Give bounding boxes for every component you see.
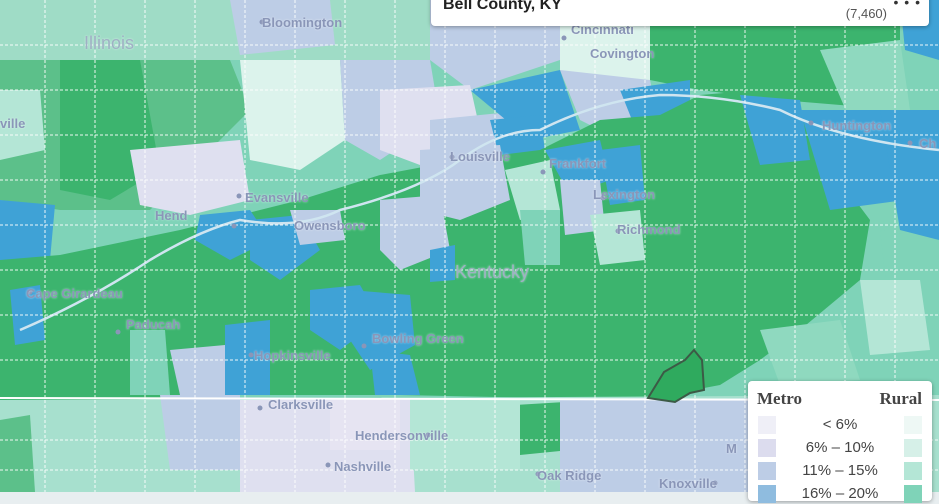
city-label-paducah: Paducah bbox=[126, 317, 181, 332]
city-label-covington: Covington bbox=[590, 46, 655, 61]
state-label-illinois: Illinois bbox=[84, 33, 135, 53]
legend-row: 6% – 10% bbox=[758, 438, 922, 458]
city-label-cape-girardeau: Cape Girardeau bbox=[26, 286, 123, 301]
choropleth-map[interactable] bbox=[0, 0, 939, 492]
legend-rural-swatch bbox=[904, 439, 922, 457]
more-icon[interactable]: • • • bbox=[893, 0, 921, 10]
legend-metro-swatch bbox=[758, 485, 776, 503]
legend-row: 11% – 15% bbox=[758, 461, 922, 481]
tennessee-region bbox=[0, 395, 939, 492]
city-label-partial-ville: ville bbox=[0, 116, 26, 131]
legend-row-label: 6% – 10% bbox=[805, 439, 875, 456]
legend-row-label: < 6% bbox=[822, 416, 858, 433]
city-label-hendersonville: Hendersonville bbox=[355, 428, 449, 443]
city-label-louisville: Louisville bbox=[450, 149, 510, 164]
ohio-river bbox=[19, 93, 939, 332]
city-label-knoxville: Knoxville bbox=[659, 476, 717, 491]
legend-metro-swatch bbox=[758, 416, 776, 434]
legend-rural-swatch bbox=[904, 462, 922, 480]
city-label-clarksville: Clarksville bbox=[268, 397, 334, 412]
legend-row: 16% – 20% bbox=[758, 484, 922, 504]
city-label-owensboro: Owensboro bbox=[294, 218, 366, 233]
legend-metro-header: Metro bbox=[757, 389, 802, 408]
legend-metro-swatch bbox=[758, 462, 776, 480]
city-label-lexington: Lexington bbox=[593, 187, 656, 202]
city-label-frankfort: Frankfort bbox=[549, 156, 607, 171]
legend-rural-header: Rural bbox=[879, 389, 923, 408]
legend-row-label: 16% – 20% bbox=[801, 485, 879, 502]
city-label-oak-ridge: Oak Ridge bbox=[537, 468, 602, 483]
state-label-kentucky: Kentucky bbox=[455, 262, 530, 282]
city-label-partial-m: M bbox=[726, 441, 737, 456]
legend: Metro Rural < 6% 6% – 10% 11% – 15% 16% … bbox=[748, 381, 932, 504]
city-dots bbox=[27, 19, 913, 486]
legend-metro-swatch bbox=[758, 439, 776, 457]
county-tooltip: Bell County, KY (7,460) • • • bbox=[431, 0, 929, 26]
tooltip-title: Bell County, KY bbox=[443, 0, 562, 13]
city-label-bowling-green: Bowling Green bbox=[372, 331, 464, 346]
legend-rural-swatch bbox=[904, 416, 922, 434]
legend-row: < 6% bbox=[758, 415, 922, 435]
city-label-nashville: Nashville bbox=[334, 459, 392, 474]
legend-row-label: 11% – 15% bbox=[802, 462, 878, 479]
city-label-hopkinsville: Hopkinsville bbox=[254, 348, 331, 363]
city-label-evansville: Evansville bbox=[245, 190, 309, 205]
city-label-partial-hend: Hend bbox=[155, 208, 188, 223]
legend-rural-swatch bbox=[904, 485, 922, 503]
city-label-richmond: Richmond bbox=[617, 222, 681, 237]
city-label-huntington: Huntington bbox=[822, 118, 892, 133]
tooltip-count: (7,460) bbox=[845, 6, 887, 21]
city-label-partial-ch: Ch bbox=[919, 136, 937, 151]
selected-county-outline[interactable] bbox=[646, 348, 706, 404]
city-label-bloomington: Bloomington bbox=[262, 15, 343, 30]
